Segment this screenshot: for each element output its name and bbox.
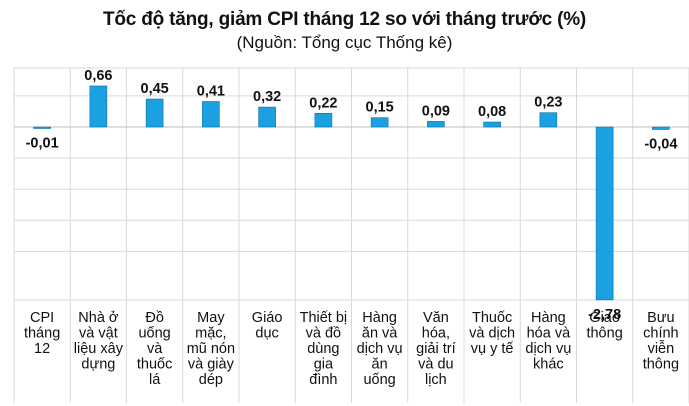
bar xyxy=(652,126,670,130)
bar xyxy=(89,85,108,128)
category-label: Giáo dục xyxy=(252,310,283,342)
category-label: Bưu chính viễn thông xyxy=(643,310,679,373)
category-label: Hàng ăn và dịch vụ ăn uống xyxy=(357,310,403,388)
category-label: Văn hóa, giải trí và du lịch xyxy=(416,310,456,388)
bar xyxy=(370,117,389,128)
bar xyxy=(145,98,164,128)
bar xyxy=(314,113,333,128)
chart-title: Tốc độ tăng, giảm CPI tháng 12 so với th… xyxy=(102,9,587,30)
data-label: -2,78 xyxy=(588,307,621,323)
bar xyxy=(33,126,51,129)
data-label: 0,32 xyxy=(253,89,281,105)
category-label: Thiết bị và đồ dùng gia đình xyxy=(300,310,348,388)
category-label: Thuốc và dịch vụ y tế xyxy=(469,310,515,357)
data-label: -0,04 xyxy=(644,136,677,152)
chart-subtitle: (Nguồn: Tổng cục Thống kê) xyxy=(236,33,453,52)
bar xyxy=(483,121,501,128)
data-label: 0,45 xyxy=(141,81,169,97)
data-label: 0,15 xyxy=(366,100,394,116)
data-label: 0,41 xyxy=(197,83,225,99)
bar xyxy=(427,121,445,128)
category-label: CPI tháng 12 xyxy=(24,310,60,357)
bar xyxy=(595,126,614,301)
bar xyxy=(258,106,276,128)
category-label: Hàng hóa và dịch vụ khác xyxy=(525,310,571,373)
bar xyxy=(539,112,558,128)
data-label: -0,01 xyxy=(26,136,59,152)
category-label: Nhà ở và vật liệu xây dựng xyxy=(74,310,124,373)
category-label: Đồ uống và thuốc lá xyxy=(137,310,172,388)
category-label: May mặc, mũ nón và giày dép xyxy=(187,310,235,388)
data-label: 0,09 xyxy=(422,103,450,119)
data-label: 0,66 xyxy=(84,68,112,84)
data-label: 0,22 xyxy=(309,95,337,111)
data-label: 0,23 xyxy=(534,95,562,111)
bar xyxy=(202,101,220,128)
category-label: Giao thông xyxy=(586,310,622,342)
data-label: 0,08 xyxy=(478,104,506,120)
